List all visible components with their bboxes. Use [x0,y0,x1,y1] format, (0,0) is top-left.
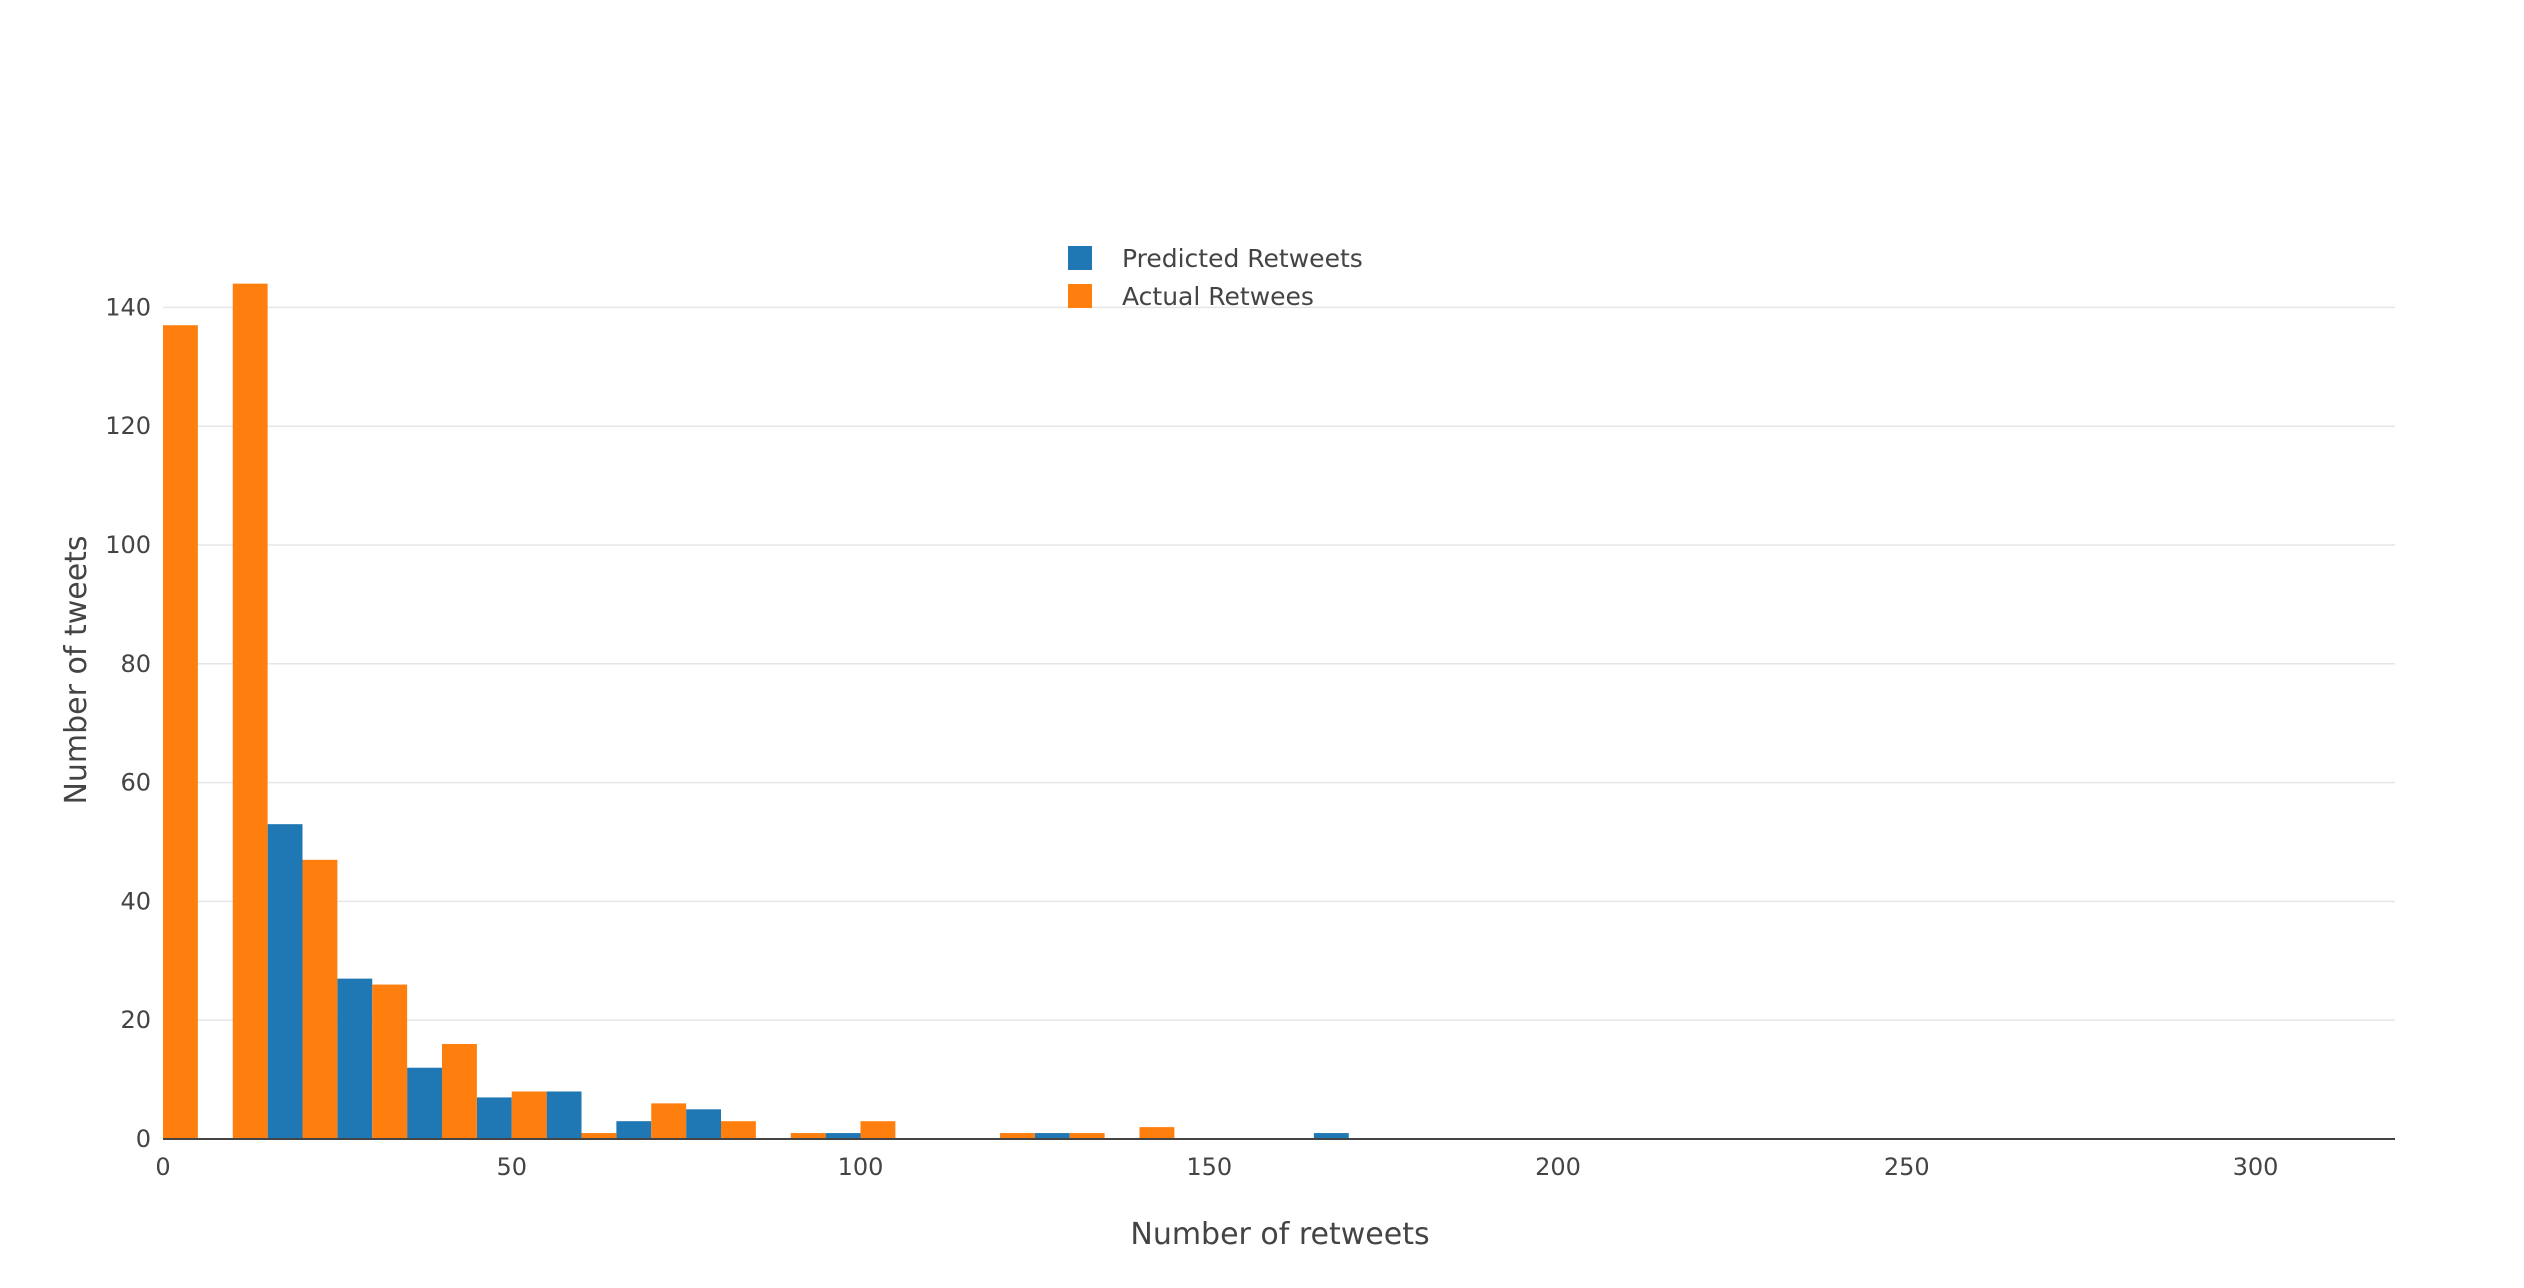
actual-bar [790,1133,826,1139]
y-tick-label: 40 [120,887,151,915]
actual-bar [1000,1133,1035,1139]
predicted-bar [476,1097,512,1139]
actual-bar [2395,1133,2430,1139]
x-tick-label: 100 [838,1153,884,1181]
actual-bar [860,1121,896,1139]
y-tick-label: 140 [105,293,151,321]
actual-bar [581,1133,617,1139]
predicted-bar [337,978,373,1139]
y-tick-label: 100 [105,531,151,559]
predicted-bar [407,1067,442,1139]
x-tick-label: 250 [1884,1153,1930,1181]
x-tick-label: 150 [1186,1153,1232,1181]
predicted-bar [267,824,303,1139]
actual-bar [511,1091,547,1139]
y-tick-label: 0 [136,1125,151,1153]
actual-bar [442,1043,477,1139]
actual-bar [651,1103,687,1139]
grid [163,306,2395,1021]
actual-bar [163,325,198,1139]
x-tick-label: 0 [155,1153,170,1181]
predicted-bar [1313,1133,1349,1139]
x-axis-title: Number of retweets [1130,1217,1429,1252]
actual-bar [372,984,408,1139]
predicted-bar [825,1133,861,1139]
bars [163,283,2430,1139]
y-tick-label: 120 [105,412,151,440]
legend-swatch [1068,246,1092,270]
actual-bar [721,1121,756,1139]
actual-bar [302,859,338,1139]
predicted-bar [546,1091,582,1139]
legend-label: Predicted Retweets [1122,244,1363,273]
actual-bar [232,283,268,1139]
x-tick-label: 300 [2233,1153,2279,1181]
legend-label: Actual Retwees [1122,282,1314,311]
predicted-bar [616,1121,652,1139]
x-tick-label: 200 [1535,1153,1581,1181]
axes: 0 20 40 60 80 100 120 140 0 50 100 150 200 250 300 [105,293,2395,1181]
actual-bar [1069,1133,1105,1139]
legend: Predicted Retweets Actual Retwees [1068,244,1363,311]
y-tick-label: 80 [120,650,151,678]
actual-bar [1139,1127,1175,1139]
legend-swatch [1068,284,1092,308]
x-tick-label: 50 [496,1153,527,1181]
y-axis-title: Number of tweets [59,535,94,804]
predicted-bar [686,1109,721,1139]
y-tick-label: 60 [120,769,151,797]
y-tick-label: 20 [120,1006,151,1034]
predicted-bar [1034,1133,1070,1139]
